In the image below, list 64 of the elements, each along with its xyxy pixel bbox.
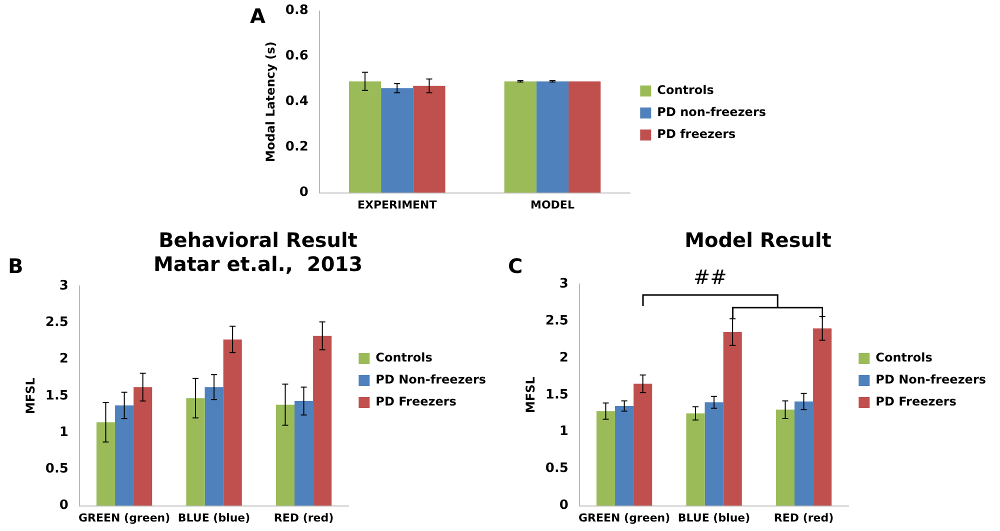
y-tick-label: 0.6 (285, 48, 308, 64)
chart-title: Behavioral Result (158, 228, 358, 252)
x-tick-label: BLUE (blue) (178, 511, 250, 524)
annotation: ## (692, 265, 728, 290)
legend-label: PD non-freezers (657, 105, 766, 120)
y-tick-label: 1 (59, 424, 68, 440)
x-tick-label: RED (red) (774, 511, 834, 524)
x-tick-label: EXPERIMENT (357, 198, 438, 212)
bar (134, 387, 152, 506)
x-tick-label: GREEN (green) (578, 511, 670, 524)
text: C (508, 254, 523, 278)
y-tick-label: 0.5 (545, 461, 568, 476)
bar (813, 328, 832, 506)
y-tick-label: 2 (559, 350, 568, 366)
legend-label: PD freezers (657, 127, 736, 142)
y-tick-label: 2.5 (45, 315, 68, 330)
y-tick-label: 0 (299, 185, 308, 200)
chart-title: Model Result (684, 228, 832, 252)
bar (634, 384, 652, 506)
y-tick-label: 0.4 (285, 94, 308, 110)
bar (615, 406, 634, 506)
y-tick-label: 2.5 (545, 313, 568, 328)
bar (723, 332, 742, 506)
legend-label: Controls (376, 350, 432, 365)
bar (276, 404, 295, 506)
legend-label: PD Freezers (876, 394, 956, 409)
bar (794, 402, 814, 506)
bar (223, 339, 242, 506)
chart-subtitle: Matar et.al., 2013 (153, 252, 363, 276)
bar (186, 398, 205, 506)
bar (313, 336, 332, 506)
legend-label: PD Non-freezers (376, 372, 486, 387)
y-axis-title: MFSL (523, 376, 538, 414)
y-tick-label: 1 (559, 424, 568, 440)
legend-label: Controls (657, 83, 714, 98)
x-tick-label: MODEL (530, 198, 574, 212)
y-axis-title: Modal Latency (s) (263, 42, 278, 162)
bar (776, 410, 795, 506)
bar (686, 413, 705, 506)
bar (704, 402, 724, 506)
y-tick-label: 3 (59, 278, 68, 294)
y-tick-label: 2 (59, 352, 68, 367)
legend-label: PD Non-freezers (876, 372, 986, 387)
y-tick-label: 0 (59, 498, 68, 514)
bar (294, 401, 314, 506)
y-tick-label: 1.5 (45, 388, 68, 404)
y-tick-label: 0.8 (285, 3, 308, 18)
bar (115, 405, 134, 506)
x-tick-label: GREEN (green) (78, 511, 170, 524)
y-tick-label: 3 (559, 276, 568, 292)
y-tick-label: 0.2 (285, 140, 308, 155)
bar (96, 422, 116, 506)
text: B (8, 254, 24, 278)
y-tick-label: 1.5 (545, 387, 568, 402)
legend-label: PD Freezers (376, 394, 456, 409)
x-tick-label: RED (red) (274, 511, 334, 524)
text: A (250, 4, 266, 28)
bar (204, 387, 224, 506)
legend-label: Controls (876, 350, 932, 365)
y-axis-title: MFSL (23, 377, 38, 414)
y-tick-label: 0.5 (45, 462, 68, 477)
bar (596, 411, 616, 506)
x-tick-label: BLUE (blue) (678, 511, 750, 524)
y-tick-label: 0 (559, 498, 568, 514)
